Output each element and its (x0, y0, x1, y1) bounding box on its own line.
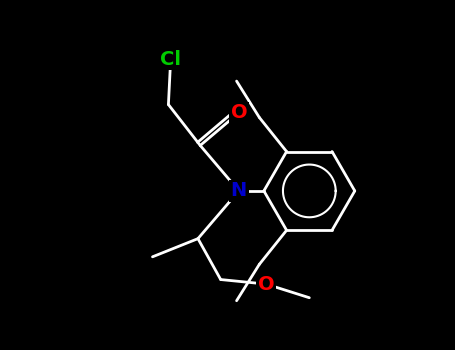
Text: O: O (258, 275, 274, 294)
Text: N: N (231, 181, 247, 201)
Text: O: O (231, 103, 247, 122)
Text: Cl: Cl (160, 50, 181, 69)
